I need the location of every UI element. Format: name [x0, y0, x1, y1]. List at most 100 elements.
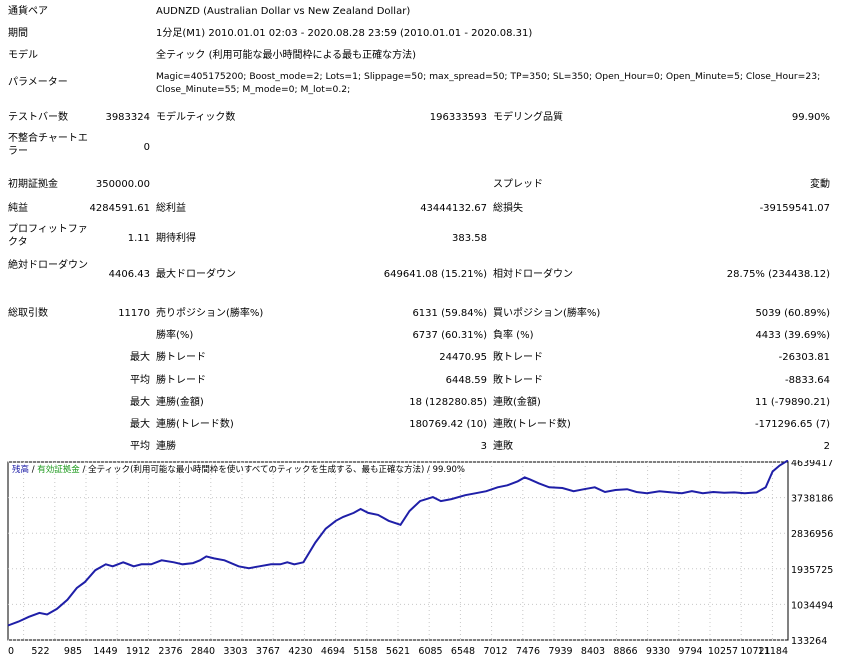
x-tick-label: 3767 [256, 646, 280, 657]
avg-loss-value: -8833.64 [785, 375, 830, 386]
x-tick-label: 7012 [483, 646, 507, 657]
consec-loss-value: -171296.65 (7) [754, 419, 830, 430]
legend-balance: 残高 [12, 464, 29, 475]
legend-sep-2: / [80, 465, 88, 475]
legend-desc: 全ティック(利用可能な最小時間枠を使いすべてのティックを生成する、最も正確な方法… [88, 464, 424, 475]
x-tick-label: 0 [8, 646, 14, 657]
x-tick-label: 10257 [708, 646, 738, 657]
x-tick-label: 1912 [126, 646, 150, 657]
period-label: 期間 [8, 28, 28, 39]
long-label: 買いポジション(勝率%) [493, 308, 601, 319]
x-tick-label: 3303 [223, 646, 247, 657]
x-tick-label: 4694 [321, 646, 345, 657]
y-tick-label: 1935725 [791, 565, 833, 576]
consec-wins-money-label: 連勝(金額) [156, 397, 204, 408]
x-tick-label: 7939 [548, 646, 572, 657]
max-dd-label: 最大ドローダウン [156, 269, 236, 280]
balance-chart-svg: 0 522 985 1449 1912 2376 2840 3303 3767 4230 4694 5… [7, 458, 833, 657]
max-prefix-1: 最大 [130, 352, 150, 363]
largest-win-value: 24470.95 [439, 352, 487, 363]
mismatch-label: 不整合チャートエラー [8, 133, 88, 157]
expected-value: 383.58 [452, 233, 487, 244]
avg-consec-losses-value: 2 [823, 441, 830, 452]
short-value: 6131 (59.84%) [412, 308, 487, 319]
x-tick-label: 5158 [353, 646, 377, 657]
spread-value: 変動 [810, 179, 830, 190]
deposit-label: 初期証拠金 [8, 179, 58, 190]
lossrate-value: 4433 (39.69%) [755, 330, 830, 341]
x-tick-label: 8866 [613, 646, 637, 657]
quality-value: 99.90% [791, 112, 830, 123]
consec-losses-money-value: 11 (-79890.21) [754, 397, 830, 408]
balance-chart: 0 522 985 1449 1912 2376 2840 3303 3767 4230 4694 5… [0, 458, 842, 666]
max-dd-value: 649641.08 (15.21%) [383, 269, 487, 280]
expected-label: 期待利得 [156, 233, 196, 244]
x-tick-label: 9794 [678, 646, 702, 657]
trades-label: 総取引数 [8, 308, 48, 319]
model-label: モデル [8, 50, 38, 61]
bars-value: 3983324 [105, 112, 150, 123]
gross-loss-value: -39159541.07 [759, 203, 830, 214]
model-value: 全ティック (利用可能な最小時間枠による最も正確な方法) [156, 50, 417, 61]
balance-line [7, 459, 789, 627]
abs-dd-label: 絶対ドローダウン [8, 260, 88, 271]
y-tick-label: 133264 [791, 636, 827, 647]
consec-losses-money-label: 連敗(金額) [493, 397, 541, 408]
consec-wins-money-value: 18 (128280.85) [409, 397, 487, 408]
x-tick-label: 10721 [740, 646, 770, 657]
avg-prefix-1: 平均 [130, 375, 150, 386]
y-tick-label: 3738186 [791, 494, 833, 505]
quality-label: モデリング品質 [493, 112, 563, 123]
gross-profit-label: 総利益 [156, 203, 186, 214]
ticks-label: モデルティック数 [156, 112, 236, 123]
short-label: 売りポジション(勝率%) [156, 308, 264, 319]
winrate-value: 6737 (60.31%) [412, 330, 487, 341]
x-tick-label: 522 [31, 646, 49, 657]
x-tick-label: 2376 [158, 646, 182, 657]
mismatch-value: 0 [143, 142, 150, 153]
largest-win-label: 勝トレード [156, 352, 206, 363]
x-tick-label: 6548 [451, 646, 475, 657]
period-value: 1分足(M1) 2010.01.01 02:03 - 2020.08.28 23… [156, 28, 533, 39]
x-tick-label: 6085 [418, 646, 442, 657]
symbol-label: 通貨ペア [8, 6, 48, 17]
deposit-value: 350000.00 [95, 179, 150, 190]
net-value: 4284591.61 [89, 203, 150, 214]
consec-loss-label: 連敗(トレード数) [493, 419, 571, 430]
avg-prefix-2: 平均 [130, 441, 150, 452]
largest-loss-label: 敗トレード [493, 352, 543, 363]
x-tick-label: 8403 [581, 646, 605, 657]
legend-sep-1: / [29, 465, 37, 475]
gross-loss-label: 総損失 [493, 203, 523, 214]
abs-dd-value: 4406.43 [108, 269, 150, 280]
avg-consec-losses-label: 連敗 [493, 441, 513, 452]
bars-label: テストバー数 [8, 112, 68, 123]
max-prefix-3: 最大 [130, 419, 150, 430]
y-tick-label: 2836956 [791, 529, 833, 540]
avg-win-label: 勝トレード [156, 375, 206, 386]
chart-legend: 残高 / 有効証拠金 / 全ティック(利用可能な最小時間枠を使いすべてのティック… [12, 464, 465, 475]
net-label: 純益 [8, 203, 28, 214]
pf-label: プロフィットファクタ [8, 224, 88, 248]
x-tick-label: 5621 [386, 646, 410, 657]
x-tick-label: 7476 [516, 646, 540, 657]
x-tick-label: 2840 [191, 646, 215, 657]
avg-loss-label: 敗トレード [493, 375, 543, 386]
legend-quality: 99.90% [433, 465, 465, 475]
avg-consec-wins-value: 3 [480, 441, 487, 452]
legend-equity: 有効証拠金 [37, 464, 80, 475]
x-tick-label: 4230 [288, 646, 312, 657]
y-tick-label: 4639417 [791, 460, 833, 469]
y-tick-label: 1034494 [791, 600, 833, 611]
x-tick-label: 9330 [646, 646, 670, 657]
pf-value: 1.11 [127, 233, 150, 244]
lossrate-label: 負率 (%) [493, 330, 534, 341]
rel-dd-value: 28.75% (234438.12) [726, 269, 830, 280]
gross-profit-value: 43444132.67 [420, 203, 487, 214]
winrate-label: 勝率(%) [156, 330, 194, 341]
params-line-2: Close_Minute=55; M_mode=0; M_lot=0.2; [156, 84, 351, 95]
x-tick-label: 985 [64, 646, 82, 657]
params-line-1: Magic=405175200; Boost_mode=2; Lots=1; S… [156, 71, 821, 82]
spread-label: スプレッド [493, 179, 543, 190]
long-value: 5039 (60.89%) [755, 308, 830, 319]
